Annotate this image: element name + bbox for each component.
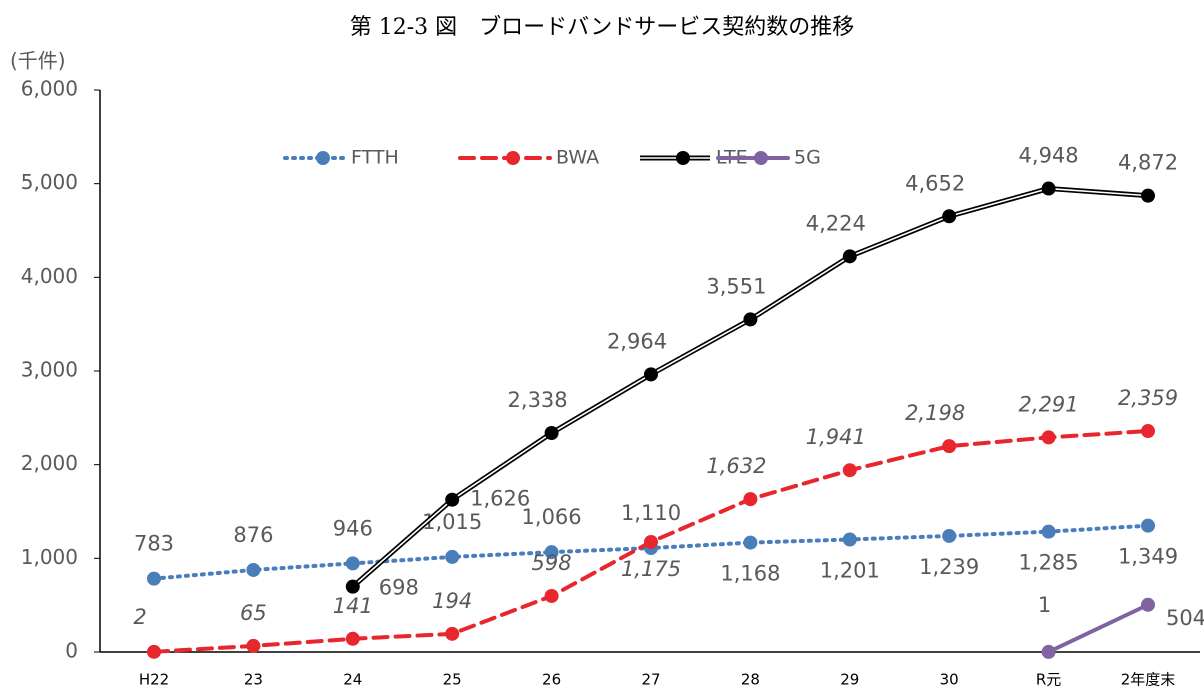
chart-title: 第 12-3 図 ブロードバンドサービス契約数の推移 (350, 15, 855, 40)
x-tick-label: 29 (840, 671, 859, 689)
data-point (942, 439, 957, 454)
data-point (1141, 518, 1155, 533)
data-label: 1,349 (1118, 545, 1178, 569)
legend-marker (676, 151, 690, 165)
data-point (842, 463, 857, 478)
data-label: 4,224 (806, 211, 866, 235)
y-tick-label: 3,000 (21, 358, 78, 382)
data-point (644, 534, 658, 549)
x-tick-label: 26 (542, 671, 561, 689)
data-label: 1,626 (470, 487, 530, 511)
data-point (345, 579, 360, 594)
data-label: 1,175 (621, 557, 681, 581)
data-label: 4,948 (1019, 144, 1079, 168)
data-point (942, 209, 957, 224)
data-label: 2 (133, 605, 146, 629)
x-tick-label: 23 (244, 671, 263, 689)
data-label: 1,285 (1019, 551, 1079, 575)
x-tick-label: 28 (741, 671, 760, 689)
data-point (1041, 644, 1056, 659)
data-point (942, 528, 957, 543)
data-label: 698 (379, 576, 419, 600)
x-tick-label: R元 (1036, 671, 1061, 689)
data-point (147, 571, 161, 586)
data-label: 2,198 (905, 401, 965, 425)
data-label: 598 (532, 551, 572, 575)
x-tick-label: 2年度末 (1121, 671, 1176, 689)
data-label: 2,964 (607, 329, 667, 353)
y-tick-label: 1,000 (21, 545, 78, 569)
data-point (1041, 181, 1056, 196)
data-point (544, 545, 559, 560)
data-point (644, 367, 658, 382)
data-label: 1,066 (522, 505, 582, 529)
data-point (1041, 430, 1056, 445)
data-point (1041, 524, 1056, 539)
data-point (544, 426, 559, 441)
data-label: 1,941 (806, 425, 866, 449)
y-tick-label: 5,000 (21, 170, 78, 194)
data-label: 4,872 (1118, 151, 1178, 175)
data-label: 194 (432, 589, 472, 613)
data-point (246, 562, 261, 577)
x-tick-label: 24 (343, 671, 362, 689)
y-tick-label: 4,000 (21, 264, 78, 288)
data-label: 2,291 (1019, 392, 1079, 416)
data-point (147, 644, 161, 659)
legend-marker (506, 151, 520, 165)
data-label: 1,239 (919, 555, 979, 579)
data-point (544, 588, 559, 603)
y-axis-label: (千件) (10, 49, 66, 73)
data-label: 1,632 (706, 454, 766, 478)
data-label: 141 (333, 594, 373, 618)
data-label: 783 (134, 532, 174, 556)
data-point (743, 492, 758, 507)
x-tick-label: H22 (139, 671, 169, 689)
data-point (445, 492, 460, 507)
y-tick-label: 0 (65, 639, 78, 663)
data-point (345, 556, 360, 571)
data-label: 504 (1166, 606, 1204, 630)
x-tick-label: 25 (443, 671, 462, 689)
data-label: 1,110 (621, 501, 681, 525)
data-label: 1,201 (820, 559, 880, 583)
data-label: 4,652 (905, 171, 965, 195)
legend-marker (316, 151, 330, 165)
data-label: 1,015 (422, 510, 482, 534)
data-point (246, 638, 261, 653)
data-point (743, 535, 758, 550)
data-point (842, 249, 857, 264)
data-label: 946 (333, 516, 373, 540)
data-point (1141, 597, 1155, 612)
data-label: 65 (240, 601, 267, 625)
series-line (1046, 602, 1150, 654)
x-tick-label: 30 (940, 671, 959, 689)
data-label: 876 (233, 523, 273, 547)
data-label: 1,168 (720, 562, 780, 586)
data-label: 3,551 (706, 274, 766, 298)
data-point (1141, 188, 1155, 203)
data-label: 2,338 (508, 388, 568, 412)
x-tick-label: 27 (641, 671, 660, 689)
data-label: 2,359 (1118, 386, 1178, 410)
data-point (743, 312, 758, 327)
legend-label: BWA (556, 147, 599, 169)
data-point (345, 631, 360, 646)
legend-label: FTTH (351, 147, 399, 169)
legend-marker (754, 151, 768, 165)
y-tick-label: 2,000 (21, 451, 78, 475)
data-point (445, 626, 460, 641)
data-point (842, 532, 857, 547)
data-point (1141, 424, 1155, 439)
y-tick-label: 6,000 (21, 77, 78, 101)
legend-label: 5G (794, 147, 821, 169)
data-label: 1 (1038, 593, 1051, 617)
data-point (445, 549, 460, 564)
